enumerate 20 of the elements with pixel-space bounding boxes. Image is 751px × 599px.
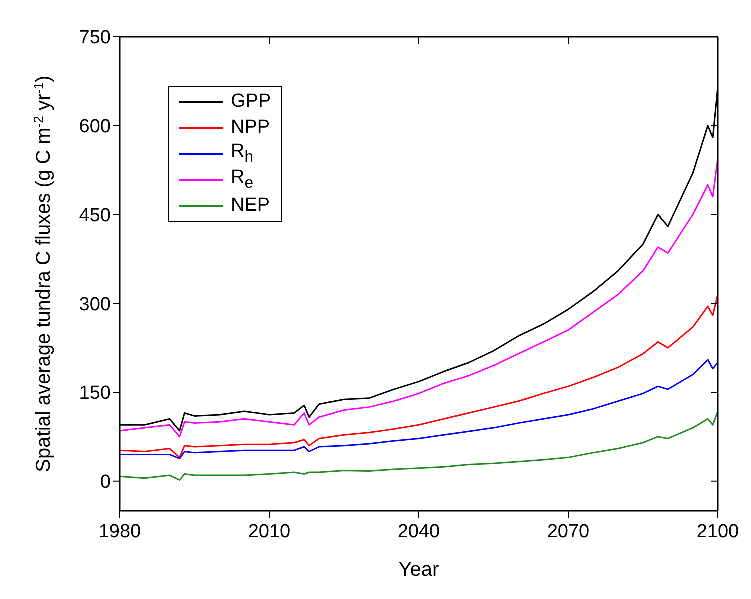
y-tick-label: 600 [79,116,111,138]
x-axis-title: Year [398,559,440,581]
x-tick-label: 2010 [248,521,291,542]
line-series [120,359,718,460]
legend-label: R$_{e}$ [231,167,254,193]
y-tick-label: 0 [100,472,111,494]
legend-label: NEP [231,195,270,217]
y-tick-label: 750 [79,28,111,49]
legend-label: GPP [231,91,272,113]
x-tick-label: 2070 [547,521,590,542]
legend-label: NPP [231,117,270,139]
x-tick-label: 1980 [98,521,142,542]
x-tick-label: 2100 [696,521,740,542]
y-tick-label: 300 [79,294,111,316]
line-series [120,294,718,458]
legend-label: R$_{h}$ [231,141,254,167]
y-tick-label: 450 [79,205,111,226]
y-tick-label: 150 [79,383,111,404]
x-tick-label: 2040 [398,521,440,542]
line-series [120,410,718,481]
